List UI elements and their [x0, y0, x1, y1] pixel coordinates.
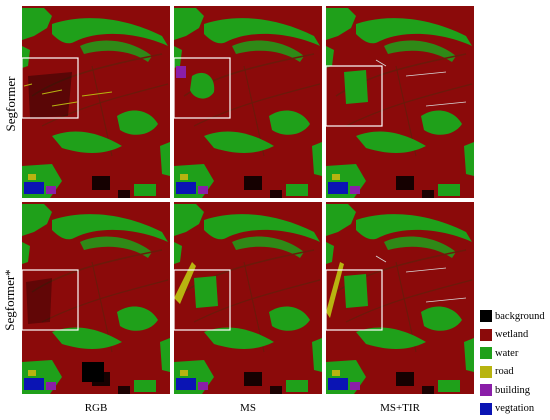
legend-label-road: road: [495, 366, 514, 378]
legend-item-water: water: [480, 344, 545, 363]
highlight-box: [21, 57, 79, 119]
highlight-box: [173, 269, 231, 331]
legend-item-building: building: [480, 381, 545, 400]
row-label-segformer-star: Segformer*: [2, 269, 17, 331]
legend-label-water: water: [495, 347, 519, 359]
legend-swatch-building: [480, 384, 492, 397]
highlight-box: [325, 269, 383, 331]
legend-item-background: background: [480, 307, 545, 326]
highlight-box: [325, 65, 383, 127]
highlight-box: [21, 269, 79, 331]
legend-label-building: building: [495, 384, 531, 396]
legend-swatch-road: [480, 365, 492, 378]
legend: background wetland water road building v…: [480, 307, 545, 418]
panel-segformerstar-rgb: [21, 201, 171, 395]
panel-segformerstar-ms: [173, 201, 323, 395]
legend-item-vegtation: vegtation: [480, 400, 545, 419]
legend-label-vegtation: vegtation: [495, 403, 535, 415]
legend-swatch-background: [480, 310, 492, 323]
panel-segformer-mstir: [325, 5, 475, 199]
legend-label-background: background: [495, 310, 545, 322]
col-label-ms: MS: [240, 402, 256, 414]
col-label-mstir: MS+TIR: [380, 402, 420, 414]
panel-segformerstar-mstir: [325, 201, 475, 395]
legend-swatch-vegtation: [480, 402, 492, 415]
highlight-box: [173, 57, 231, 119]
legend-label-wetland: wetland: [495, 329, 529, 341]
panel-segformer-ms: [173, 5, 323, 199]
panel-segformer-rgb: [21, 5, 171, 199]
legend-swatch-wetland: [480, 328, 492, 341]
legend-swatch-water: [480, 347, 492, 360]
col-label-rgb: RGB: [84, 402, 108, 414]
row-label-segformer: Segformer: [3, 76, 18, 132]
legend-item-road: road: [480, 363, 545, 382]
legend-item-wetland: wetland: [480, 326, 545, 345]
